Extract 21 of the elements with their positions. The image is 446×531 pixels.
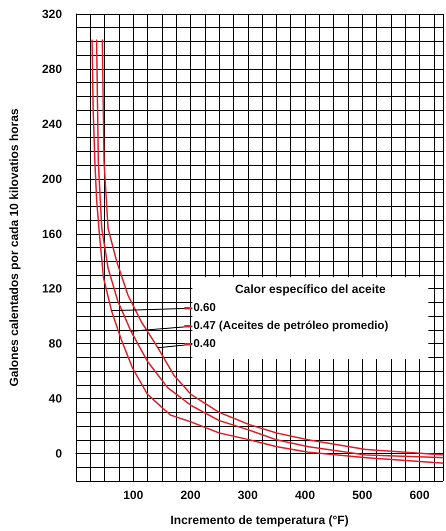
legend-label: 0.47 (Aceites de petróleo promedio) (193, 320, 388, 332)
x-tick-label: 100 (123, 488, 144, 502)
y-tick-label: 280 (42, 62, 62, 76)
x-axis-title: Incremento de temperatura (°F) (170, 513, 349, 527)
y-tick-label: 200 (42, 172, 62, 186)
y-tick-label: 120 (42, 282, 62, 296)
x-tick-label: 500 (352, 488, 373, 502)
x-tick-label: 200 (180, 488, 201, 502)
x-tick-label: 600 (410, 488, 430, 502)
y-tick-label: 40 (48, 392, 62, 406)
y-tick-label: 240 (42, 116, 62, 131)
y-tick-label: 0 (55, 446, 62, 461)
x-tick-label: 400 (295, 488, 316, 502)
y-tick-label: 160 (42, 226, 62, 241)
legend-title: Calor específico del aceite (234, 282, 386, 296)
y-tick-label: 320 (42, 7, 62, 21)
legend-label: 0.60 (193, 302, 216, 314)
y-tick-label: 80 (48, 336, 62, 351)
legend-label: 0.40 (193, 338, 216, 350)
x-tick-label: 300 (238, 488, 258, 502)
y-axis-title: Galones calentados por cada 10 kilovatios horas (7, 108, 21, 387)
